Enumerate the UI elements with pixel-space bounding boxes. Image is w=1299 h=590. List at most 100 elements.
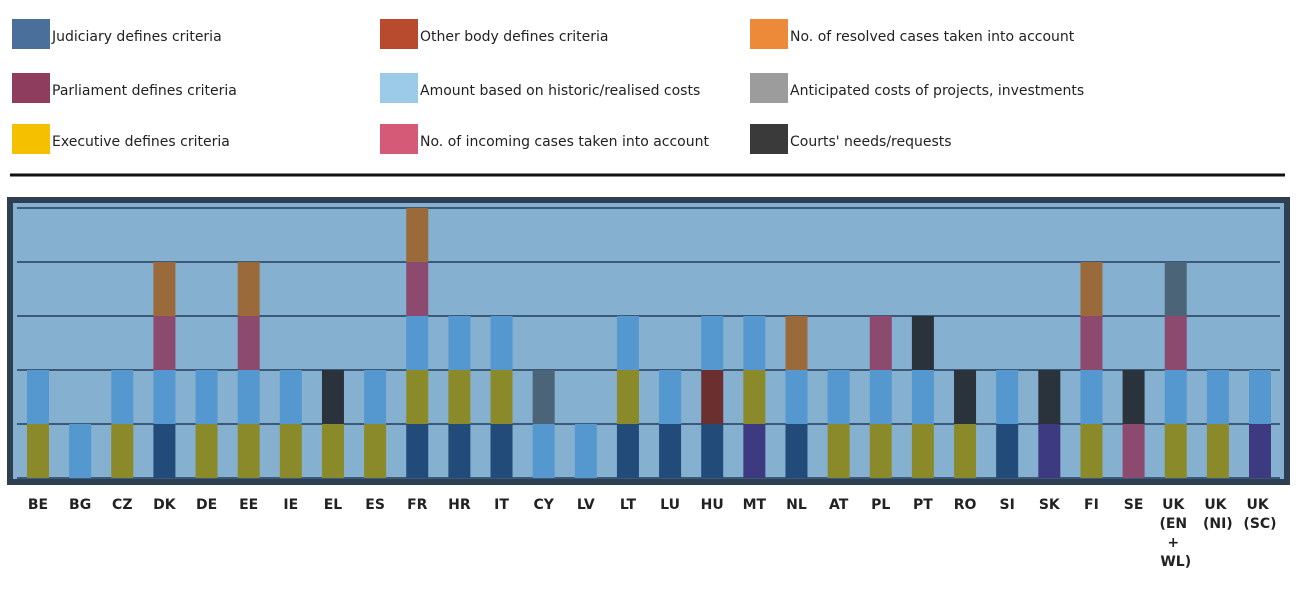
legend-label: No. of incoming cases taken into account [420,134,709,150]
x-tick-label: SE [1124,497,1144,513]
legend-label: Parliament defines criteria [52,83,237,99]
legend-swatch [12,73,50,103]
bar-segment [616,424,639,478]
bar-segment [701,424,724,478]
bar-segment [869,370,892,424]
bar-segment [448,424,471,478]
legend-swatch [12,19,50,49]
bar-segment [701,370,724,424]
bar-segment [659,370,682,424]
bar-segment [490,316,513,370]
bar-segment [1164,262,1187,316]
bar-segment [785,370,808,424]
x-tick-label: LT [620,497,637,513]
bar-segment [195,370,218,424]
legend-label: Executive defines criteria [52,134,230,150]
bar-segment [364,424,387,478]
x-tick-label: PT [913,497,933,513]
bar-segment [532,424,555,478]
bar-segment [153,316,176,370]
x-tick-label: HR [448,497,471,513]
bar-segment [111,370,134,424]
x-tick-label: UK (SC) [1243,497,1276,532]
legend-swatch [12,124,50,154]
x-tick-label: EL [324,497,343,513]
x-tick-label: DE [196,497,217,513]
legend-label: Other body defines criteria [420,29,609,45]
bar-segment [237,316,260,370]
bar-segment [237,262,260,316]
x-tick-label: LU [660,497,680,513]
bar-segment [153,370,176,424]
bar-segment [659,424,682,478]
x-tick-label: UK (NI) [1203,497,1233,532]
bar-segment [27,424,49,478]
bar-segment [406,316,429,370]
bar-segment [279,370,302,424]
bar-segment [1080,316,1103,370]
bar-segment [954,424,977,478]
x-tick-label: CY [533,497,554,513]
plot-frame [7,197,1290,485]
x-tick-label-line: WL) [1160,554,1191,570]
x-tick-label: FI [1084,497,1099,513]
bar-segment [911,316,934,370]
bar-segment [996,424,1019,478]
legend-label: Courts' needs/requests [790,134,952,150]
bar-segment [785,424,808,478]
bar-segment [743,370,766,424]
bar-segment [490,424,513,478]
x-tick-label: IT [494,497,509,513]
legend-swatch [380,73,418,103]
bar-segment [616,370,639,424]
x-tick-label: CZ [112,497,132,513]
x-tick-label-line: UK [1246,497,1273,513]
x-tick-label-line: UK [1162,497,1189,513]
x-tick-label: MT [743,497,767,513]
bar-segment [1249,370,1271,424]
bar-segment [448,370,471,424]
x-tick-label: UK (EN + WL) [1159,497,1192,570]
x-tick-label: RO [954,497,977,513]
bar-segment [279,424,302,478]
bar-segment [406,424,429,478]
legend-swatch [750,19,788,49]
bar-segment [574,424,597,478]
bar-segment [195,424,218,478]
x-tick-label-line: (SC) [1243,516,1276,532]
x-tick-label: AT [829,497,849,513]
bar-segment [1206,370,1229,424]
bar-segment [743,424,766,478]
legend-label: No. of resolved cases taken into account [790,29,1075,45]
bar-segment [1249,424,1271,478]
x-tick-label: SK [1039,497,1061,513]
legend-swatch [750,73,788,103]
bar-segment [490,370,513,424]
bar-segment [1080,424,1103,478]
bar-segment [406,208,429,262]
x-tick-label: IE [283,497,298,513]
bar-segment [743,316,766,370]
x-tick-label-line: (NI) [1203,516,1233,532]
bar-segment [448,316,471,370]
bar-segment [911,424,934,478]
x-tick-label-line: UK [1204,497,1231,513]
bar-segment [1122,370,1145,424]
legend-label: Amount based on historic/realised costs [420,83,700,99]
bar-segment [111,424,134,478]
x-tick-label: DK [153,497,177,513]
bar-segment [1164,316,1187,370]
x-tick-label: LV [577,497,595,513]
legend-swatch [380,124,418,154]
bar-segment [237,424,260,478]
x-tick-label: BG [69,497,91,513]
bar-segment [1164,424,1187,478]
bar-segment [996,370,1019,424]
bar-segment [1080,370,1103,424]
x-tick-label-line: + [1167,535,1184,551]
x-tick-label: SI [1000,497,1015,513]
bar-segment [869,316,892,370]
x-tick-label: HU [701,497,724,513]
